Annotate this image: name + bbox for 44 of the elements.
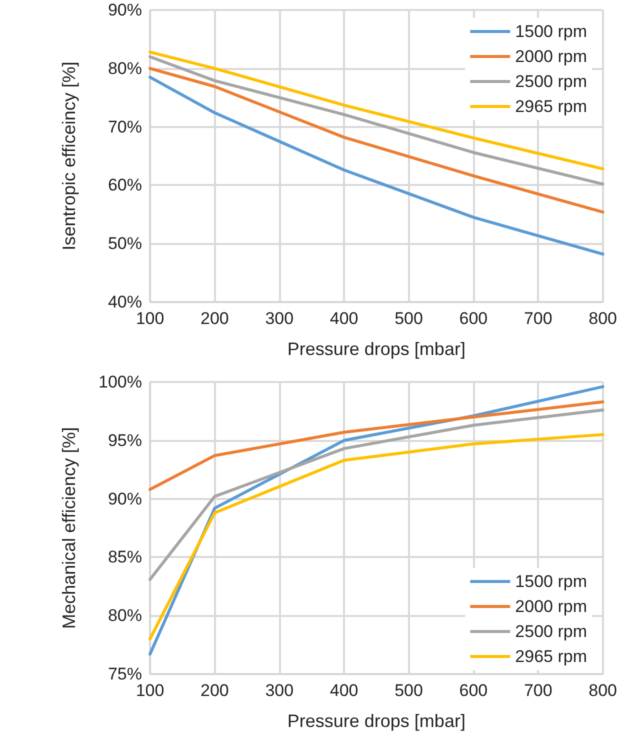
x-tick-label: 200 <box>200 309 229 328</box>
x-tick-label: 700 <box>524 681 552 700</box>
x-tick-label: 700 <box>524 309 552 328</box>
x-tick-label: 600 <box>459 681 488 700</box>
x-tick-label: 300 <box>265 309 294 328</box>
legend-label: 1500 rpm <box>515 22 588 41</box>
legend-label: 2500 rpm <box>515 622 588 641</box>
x-tick-label: 200 <box>200 681 229 700</box>
line-series <box>148 76 604 256</box>
x-axis-title: Pressure drops [mbar] <box>287 711 466 731</box>
y-axis-title: Mechanical efficiency [%] <box>59 427 79 629</box>
x-tick-label: 300 <box>265 681 294 700</box>
y-tick-label: 100% <box>98 372 142 392</box>
y-tick-label: 70% <box>108 117 142 136</box>
y-tick-label: 40% <box>108 292 142 312</box>
x-tick-label: 400 <box>330 681 358 700</box>
x-tick-label: 100 <box>136 681 164 700</box>
x-tick-label: 100 <box>136 309 164 328</box>
y-tick-label: 90% <box>108 0 142 20</box>
y-tick-label: 80% <box>108 58 142 78</box>
line-series <box>148 66 604 214</box>
line-series <box>148 433 604 640</box>
y-tick-label: 50% <box>108 234 142 254</box>
y-tick-label: 90% <box>108 489 142 508</box>
legend-label: 2000 rpm <box>515 47 588 66</box>
x-tick-label: 400 <box>330 309 358 328</box>
legend-label: 2500 rpm <box>515 72 588 91</box>
legend-label: 2965 rpm <box>515 97 588 116</box>
y-tick-label: 75% <box>108 664 142 684</box>
y-tick-label: 80% <box>108 606 142 626</box>
x-tick-label: 500 <box>394 681 423 700</box>
line-series <box>148 400 604 491</box>
y-tick-label: 85% <box>108 548 142 567</box>
x-tick-label: 800 <box>588 681 618 700</box>
legend-label: 1500 rpm <box>515 572 588 591</box>
x-tick-label: 800 <box>588 309 618 328</box>
y-axis-title: Isentropic efficeincy [%] <box>59 62 79 250</box>
legend-label: 2000 rpm <box>515 597 588 616</box>
x-axis-title: Pressure drops [mbar] <box>287 339 466 359</box>
legend-label: 2965 rpm <box>515 647 588 666</box>
x-tick-label: 500 <box>394 309 423 328</box>
y-tick-label: 95% <box>108 430 142 450</box>
x-tick-label: 600 <box>459 309 488 328</box>
y-tick-label: 60% <box>108 176 142 195</box>
